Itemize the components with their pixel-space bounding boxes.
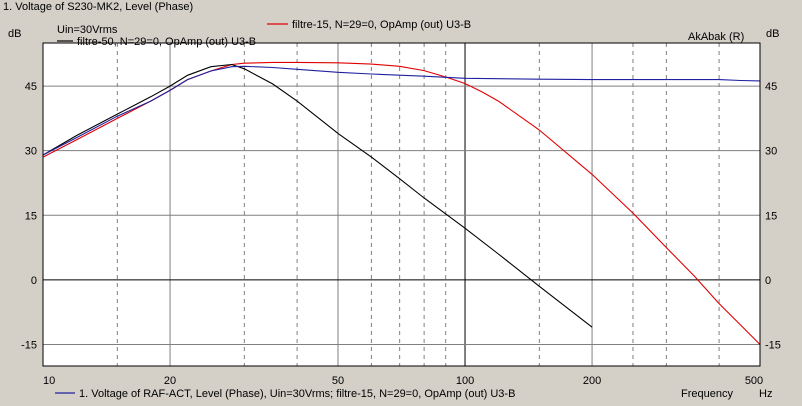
grid [43, 43, 760, 366]
y-unit-right: dB [766, 28, 779, 40]
x-axis-label: Frequency [681, 388, 733, 400]
window-title: 1. Voltage of S230-MK2, Level (Phase) [3, 1, 194, 13]
plot-frame [42, 42, 761, 367]
right-axis-annotation: AkAbak (R) [688, 31, 744, 43]
x-unit: Hz [759, 388, 772, 400]
legend-label: 1. Voltage of RAF-ACT, Level (Phase), Ui… [79, 388, 515, 400]
series-line [43, 63, 593, 328]
legend-label: filtre-50, N=29=0, OpAmp (out) U3-B [77, 36, 256, 48]
y-tick-label-right: 0 [765, 275, 771, 287]
y-tick-label-left: -15 [21, 339, 37, 351]
x-tick-label: 500 [745, 375, 763, 387]
x-tick-label: 10 [43, 375, 55, 387]
input-annotation: Uin=30Vrms [57, 24, 118, 36]
x-tick-label: 50 [332, 375, 344, 387]
legend-label: filtre-15, N=29=0, OpAmp (out) U3-B [292, 19, 471, 31]
y-tick-label-left: 45 [25, 81, 37, 93]
x-tick-label: 200 [583, 375, 601, 387]
y-unit-left: dB [8, 28, 21, 40]
y-tick-label-right: 30 [765, 146, 777, 158]
y-tick-label-left: 0 [31, 275, 37, 287]
y-tick-label-right: -15 [765, 339, 781, 351]
curves [43, 61, 760, 345]
plot-area [43, 43, 760, 366]
series-line [43, 65, 760, 156]
x-tick-label: 20 [164, 375, 176, 387]
y-tick-label-right: 45 [765, 81, 777, 93]
y-tick-label-left: 30 [25, 146, 37, 158]
x-tick-label: 100 [456, 375, 474, 387]
labels: -15 -15 0 0 15 15 30 30 45 45 dB dB 10 20 50 100 200 500 F… [8, 19, 781, 400]
y-tick-label-left: 15 [25, 210, 37, 222]
y-tick-label-right: 15 [765, 210, 777, 222]
